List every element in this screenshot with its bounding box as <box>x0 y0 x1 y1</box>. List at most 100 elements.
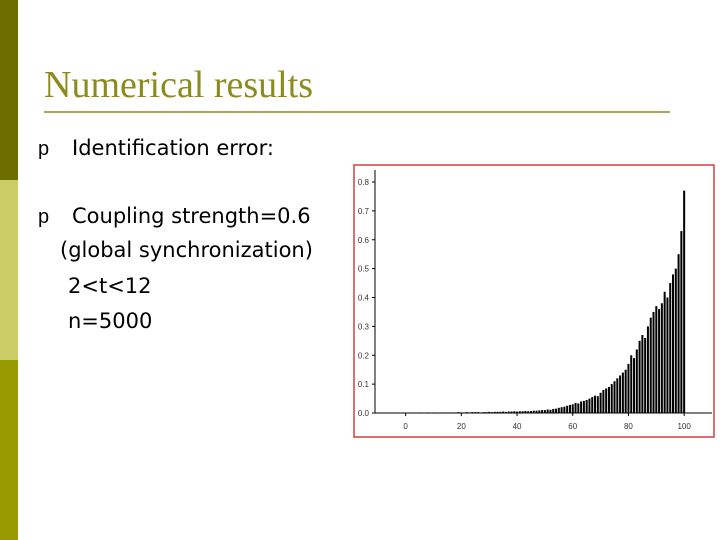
bullet-text: Identification error: <box>72 136 274 160</box>
bar <box>677 254 680 413</box>
bar <box>432 412 435 413</box>
y-tick-label: 0.3 <box>358 322 370 331</box>
bullet-text: Coupling strength=0.6 <box>72 204 311 228</box>
y-tick-label: 0.6 <box>358 236 370 245</box>
bar <box>605 388 608 413</box>
bar <box>429 412 432 414</box>
bar <box>435 412 438 413</box>
bar <box>493 411 496 413</box>
bar <box>451 412 454 413</box>
bar <box>504 411 507 413</box>
bar <box>624 369 627 413</box>
bar <box>619 375 622 413</box>
side-band <box>0 360 18 540</box>
bar <box>510 411 513 413</box>
y-tick-label: 0.0 <box>358 409 370 418</box>
bar <box>499 411 502 413</box>
bullet-text: n=5000 <box>68 309 152 333</box>
bullet: p <box>38 138 49 160</box>
bar <box>410 412 413 414</box>
slide-title: Numerical results <box>44 64 313 106</box>
bar <box>538 410 541 413</box>
bar <box>477 412 480 413</box>
bar <box>507 411 510 413</box>
side-band <box>0 0 18 180</box>
bar <box>607 387 610 413</box>
bar <box>468 412 471 413</box>
bar <box>457 412 460 413</box>
bar <box>496 411 499 413</box>
bar <box>513 411 516 413</box>
bar <box>660 303 663 413</box>
bar <box>652 311 655 413</box>
bar <box>646 326 649 413</box>
bar <box>440 412 443 413</box>
y-tick-label: 0.5 <box>358 265 370 274</box>
bar <box>552 408 555 413</box>
bar <box>482 412 485 413</box>
bar <box>666 297 669 413</box>
bar <box>563 406 566 413</box>
y-tick-label: 0.8 <box>358 178 370 187</box>
bar <box>449 412 452 413</box>
x-tick-label: 40 <box>513 422 522 431</box>
bar <box>465 412 468 413</box>
bar <box>446 412 449 414</box>
bar <box>443 412 446 413</box>
bar <box>438 412 441 414</box>
bar <box>571 404 574 413</box>
bar <box>672 274 675 413</box>
y-tick-label: 0.7 <box>358 207 370 216</box>
bar <box>490 412 493 413</box>
bar <box>546 409 549 413</box>
bar <box>543 410 546 413</box>
bar <box>518 411 521 413</box>
bar <box>649 317 652 413</box>
bar <box>616 378 619 413</box>
bar <box>585 400 588 413</box>
bar <box>683 190 686 413</box>
x-tick-label: 20 <box>457 422 466 431</box>
bar <box>602 389 605 413</box>
bar <box>588 398 591 413</box>
bar <box>566 405 569 413</box>
bar <box>426 412 429 413</box>
bar <box>532 410 535 413</box>
bar <box>574 402 577 413</box>
bar <box>454 412 457 413</box>
y-tick-label: 0.1 <box>358 380 370 389</box>
bar <box>627 363 630 413</box>
bar <box>521 411 524 413</box>
bar <box>535 410 538 413</box>
bar <box>527 411 530 413</box>
bullet-text: (global synchronization) <box>60 238 313 262</box>
bar <box>599 392 602 413</box>
bar <box>516 411 519 413</box>
bar <box>630 355 633 413</box>
bar <box>577 403 580 413</box>
bar <box>555 408 558 413</box>
y-tick-label: 0.2 <box>358 351 370 360</box>
x-tick-label: 80 <box>624 422 633 431</box>
bar <box>621 372 624 413</box>
chart: 0.0 0.1 0.2 0.3 0.4 0.5 0.6 0.7 0.8 0 20 40 60 80 100 <box>358 170 712 431</box>
bar <box>613 381 616 413</box>
bar <box>633 358 636 413</box>
bar <box>610 384 613 413</box>
bar <box>594 395 597 413</box>
bar <box>541 410 544 413</box>
x-tick-label: 60 <box>568 422 577 431</box>
bar <box>655 306 658 413</box>
bar <box>582 400 585 413</box>
bar <box>669 283 672 413</box>
bar <box>644 337 647 413</box>
bar <box>463 412 466 413</box>
bar <box>488 411 491 413</box>
bar <box>560 407 563 413</box>
bar <box>635 349 638 413</box>
bar <box>502 411 505 413</box>
bar <box>471 412 474 413</box>
bar <box>479 412 482 413</box>
y-tick-label: 0.4 <box>358 294 370 303</box>
